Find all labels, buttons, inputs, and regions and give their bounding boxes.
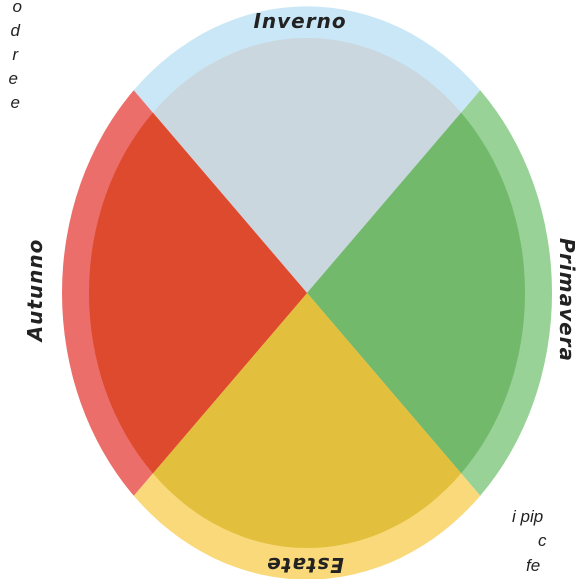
season-label: Autunno [23, 239, 47, 344]
side-text: fe [526, 556, 540, 575]
side-text: e [9, 69, 18, 88]
seasons-wheel: Inverno Primavera Estate Autunno o d r e… [0, 0, 580, 579]
side-text: r [12, 45, 19, 64]
side-text: e [11, 93, 20, 112]
side-text: o [13, 0, 22, 16]
side-text: d [11, 21, 21, 40]
side-text: c [538, 531, 547, 550]
season-label: Primavera [555, 238, 579, 362]
side-text: i pip [512, 507, 543, 526]
season-label: Inverno [253, 9, 346, 33]
season-label: Estate [266, 553, 344, 577]
